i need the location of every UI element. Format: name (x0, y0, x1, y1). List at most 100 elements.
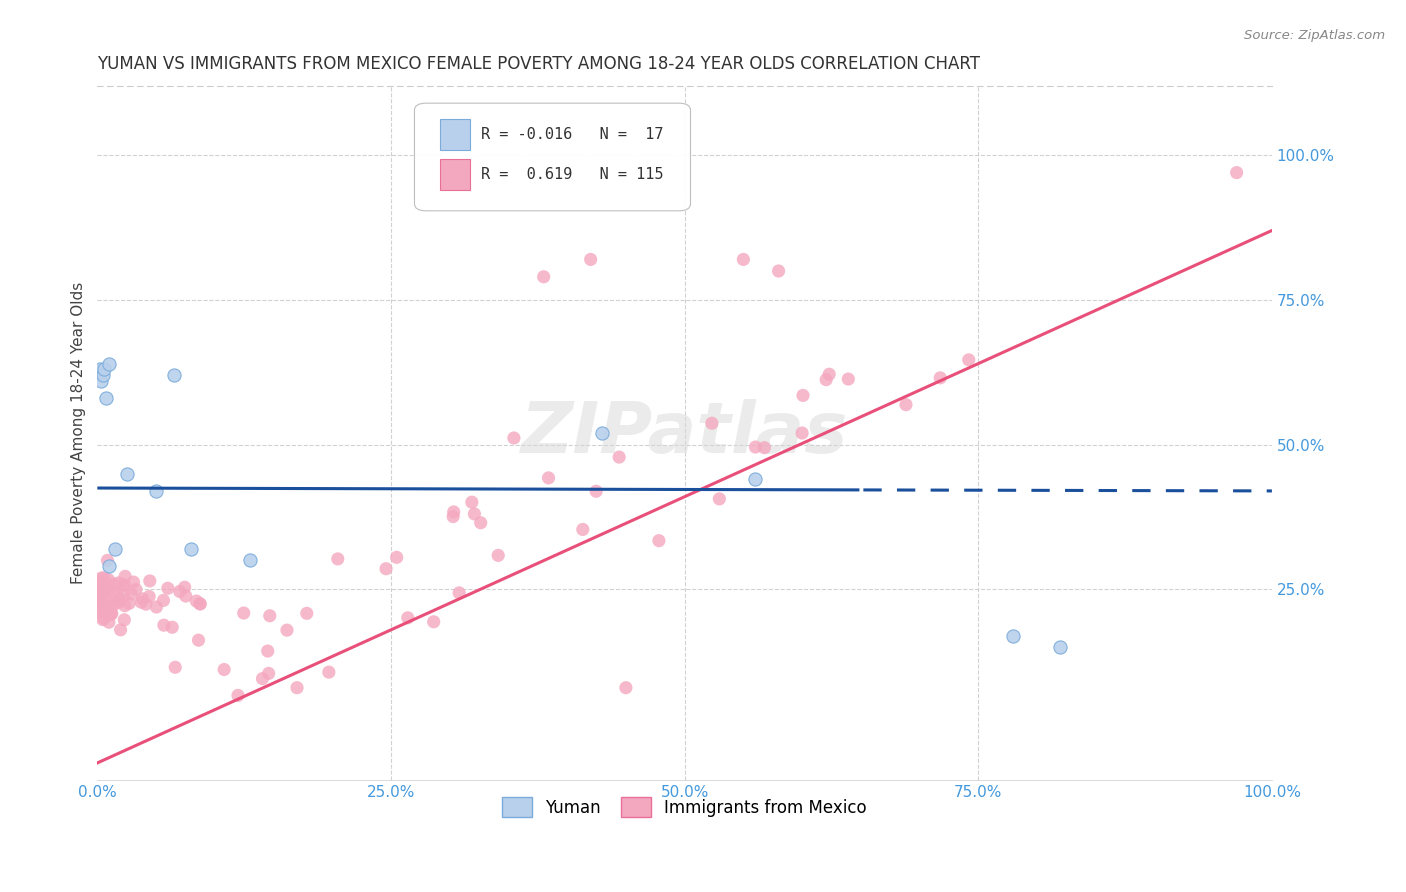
Point (90, 571, 112, 585)
Point (87, 593, 110, 607)
Point (145, 600, 167, 615)
Point (98, 357, 121, 371)
Point (276, 623, 298, 637)
Text: R = -0.016   N =  17: R = -0.016 N = 17 (481, 127, 664, 142)
Point (139, 574, 162, 588)
Point (122, 575, 145, 590)
Point (252, 672, 274, 686)
Point (232, 606, 254, 620)
Point (700, 416, 723, 430)
Point (91, 580, 114, 594)
Y-axis label: Female Poverty Among 18-24 Year Olds: Female Poverty Among 18-24 Year Olds (72, 282, 86, 584)
Point (285, 681, 308, 695)
Point (443, 505, 465, 519)
Point (94, 392, 117, 406)
Point (744, 472, 766, 486)
Point (174, 589, 197, 603)
Point (97, 606, 120, 620)
Point (239, 553, 262, 567)
Point (533, 269, 555, 284)
Point (120, 587, 142, 601)
Point (108, 595, 131, 609)
Point (135, 597, 157, 611)
Point (87, 591, 110, 605)
Point (257, 666, 280, 681)
Point (173, 580, 195, 594)
Point (100, 607, 122, 622)
Point (98, 597, 121, 611)
Point (422, 615, 444, 629)
Point (96, 605, 118, 619)
Point (461, 495, 484, 509)
Text: ZIPatlas: ZIPatlas (522, 399, 848, 467)
Point (187, 633, 209, 648)
Point (754, 441, 776, 455)
Point (537, 471, 560, 485)
Point (131, 591, 153, 606)
Point (1226, 166, 1249, 180)
Point (375, 562, 398, 576)
Point (118, 596, 141, 610)
Point (104, 541, 127, 556)
Point (1049, 640, 1071, 655)
Point (186, 594, 208, 608)
Point (90, 374, 112, 388)
Point (112, 578, 135, 592)
Point (318, 665, 340, 680)
Point (607, 450, 630, 464)
Point (93, 586, 115, 600)
Point (815, 373, 838, 387)
Point (100, 604, 122, 618)
Point (97, 583, 120, 598)
Point (163, 368, 186, 383)
Point (103, 586, 125, 600)
Text: Source: ZipAtlas.com: Source: ZipAtlas.com (1244, 29, 1385, 42)
Point (709, 491, 731, 506)
Point (226, 689, 249, 703)
Point (104, 597, 127, 611)
Point (90, 586, 112, 600)
Point (97, 615, 120, 630)
Point (188, 597, 211, 611)
Point (103, 577, 125, 591)
Point (188, 597, 211, 611)
Point (572, 523, 595, 537)
Point (837, 372, 859, 386)
Point (89, 605, 111, 619)
Point (818, 368, 841, 382)
Point (108, 592, 131, 607)
Point (396, 611, 419, 625)
Point (87, 591, 110, 606)
Point (894, 398, 917, 412)
Point (112, 578, 135, 592)
Text: YUMAN VS IMMIGRANTS FROM MEXICO FEMALE POVERTY AMONG 18-24 YEAR OLDS CORRELATION: YUMAN VS IMMIGRANTS FROM MEXICO FEMALE P… (97, 55, 980, 73)
Point (441, 509, 464, 524)
Point (107, 589, 129, 603)
Point (129, 595, 152, 609)
Point (256, 644, 278, 658)
Point (112, 588, 135, 602)
Point (98, 559, 121, 574)
Point (156, 581, 179, 595)
FancyBboxPatch shape (415, 103, 690, 211)
Point (91, 613, 114, 627)
Point (93, 604, 115, 618)
Point (585, 484, 607, 499)
Point (648, 533, 671, 548)
Point (101, 607, 124, 621)
FancyBboxPatch shape (440, 159, 470, 190)
Point (138, 590, 160, 604)
Point (89, 362, 111, 376)
Point (97, 573, 120, 587)
Point (93, 362, 115, 376)
Point (110, 623, 132, 637)
Point (91, 587, 114, 601)
Point (470, 516, 492, 530)
Point (957, 352, 980, 367)
Point (503, 431, 526, 445)
Point (115, 467, 138, 481)
Point (733, 252, 755, 267)
Point (96, 553, 118, 567)
Point (169, 584, 191, 599)
Text: R =  0.619   N = 115: R = 0.619 N = 115 (481, 167, 664, 181)
